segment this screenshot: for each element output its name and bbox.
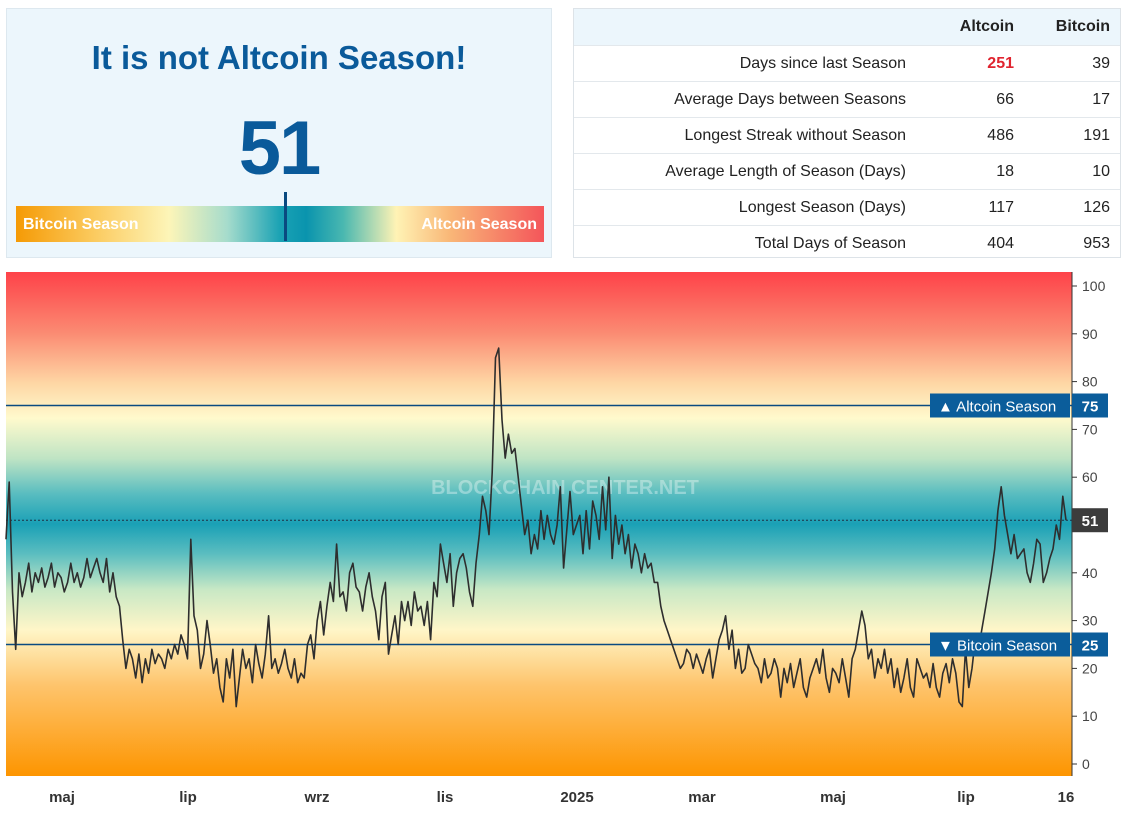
stats-row-altcoin: 251 <box>928 45 1024 82</box>
stats-row-label: Days since last Season <box>574 45 928 82</box>
stats-row: Average Days between Seasons 66 17 <box>574 81 1120 118</box>
stats-row-altcoin: 18 <box>928 153 1024 190</box>
x-tick-label: 16 <box>1058 789 1075 806</box>
x-tick-label: lip <box>179 789 197 806</box>
x-tick-label: lip <box>957 789 975 806</box>
y-tick-label: 90 <box>1082 326 1098 342</box>
y-tick-label: 0 <box>1082 756 1090 772</box>
y-tick-label: 100 <box>1082 278 1106 294</box>
stats-header-altcoin: Altcoin <box>928 9 1024 46</box>
gauge-altcoin-season-label: Altcoin Season <box>421 216 537 233</box>
threshold-value-label-altcoin: 75 <box>1082 399 1099 416</box>
stats-row-bitcoin: 191 <box>1024 117 1120 154</box>
stats-panel: Altcoin Bitcoin Days since last Season 2… <box>573 8 1121 261</box>
threshold-badge-label-bitcoin: ▼ Bitcoin Season <box>938 638 1057 655</box>
gauge-bitcoin-season-label: Bitcoin Season <box>23 216 139 233</box>
stats-row: Total Days of Season 404 953 <box>574 225 1120 261</box>
x-tick-label: wrz <box>303 789 329 806</box>
stats-row-bitcoin: 126 <box>1024 189 1120 226</box>
stats-table: Altcoin Bitcoin Days since last Season 2… <box>574 9 1120 261</box>
stats-row-label: Average Days between Seasons <box>574 81 928 118</box>
series-line-altcoin-season-index <box>5 347 1067 708</box>
y-tick-label: 80 <box>1082 374 1098 390</box>
chart-watermark: BLOCKCHAIN CENTER.NET <box>431 477 699 499</box>
threshold-badge-altcoin <box>930 393 1070 418</box>
stats-row: Average Length of Season (Days) 18 10 <box>574 153 1120 190</box>
stats-header-label <box>574 9 928 46</box>
stats-row-bitcoin: 953 <box>1024 225 1120 261</box>
stats-row: Longest Streak without Season 486 191 <box>574 117 1120 154</box>
stats-row-label: Longest Season (Days) <box>574 189 928 226</box>
stats-row: Days since last Season 251 39 <box>574 45 1120 82</box>
threshold-value-badge-bitcoin <box>1072 632 1108 657</box>
gauge-bar: Bitcoin Season Altcoin Season <box>16 192 544 242</box>
stats-row-altcoin: 404 <box>928 225 1024 261</box>
stats-row-label: Longest Streak without Season <box>574 117 928 154</box>
gauge-title: It is not Altcoin Season! <box>91 39 467 76</box>
y-tick-label: 40 <box>1082 565 1098 581</box>
x-tick-label: mar <box>688 789 716 806</box>
threshold-value-badge-altcoin <box>1072 393 1108 418</box>
stats-row-altcoin: 486 <box>928 117 1024 154</box>
x-tick-label: 2025 <box>560 789 593 806</box>
stats-row-label: Total Days of Season <box>574 225 928 261</box>
x-tick-label: maj <box>820 789 846 806</box>
y-tick-label: 30 <box>1082 613 1098 629</box>
x-tick-label: maj <box>49 789 75 806</box>
threshold-value-label-bitcoin: 25 <box>1082 638 1099 655</box>
threshold-badge-label-altcoin: ▲ Altcoin Season <box>938 399 1056 416</box>
y-tick-label: 20 <box>1082 660 1098 676</box>
x-tick-label: lis <box>437 789 454 806</box>
stats-row: Longest Season (Days) 117 126 <box>574 189 1120 226</box>
gauge-marker <box>284 192 288 241</box>
stats-row-bitcoin: 39 <box>1024 45 1120 82</box>
stats-header-bitcoin: Bitcoin <box>1024 9 1120 46</box>
stats-row-bitcoin: 17 <box>1024 81 1120 118</box>
stats-row-altcoin: 66 <box>928 81 1024 118</box>
y-tick-label: 70 <box>1082 421 1098 437</box>
threshold-badge-bitcoin <box>930 632 1070 657</box>
gauge-value: 51 <box>238 106 322 191</box>
index-chart-svg[interactable]: BLOCKCHAIN CENTER.NET 010203040506070809… <box>0 262 1124 814</box>
current-value-badge <box>1072 508 1108 533</box>
current-value-label: 51 <box>1082 513 1099 530</box>
stats-header-row: Altcoin Bitcoin <box>574 9 1120 46</box>
y-tick-label: 10 <box>1082 708 1098 724</box>
stats-row-bitcoin: 10 <box>1024 153 1120 190</box>
stats-row-label: Average Length of Season (Days) <box>574 153 928 190</box>
y-tick-label: 60 <box>1082 469 1098 485</box>
gauge-panel: It is not Altcoin Season! 51 Bitcoin Sea… <box>6 8 552 258</box>
stats-row-altcoin: 117 <box>928 189 1024 226</box>
index-chart[interactable]: BLOCKCHAIN CENTER.NET 010203040506070809… <box>0 262 1124 814</box>
